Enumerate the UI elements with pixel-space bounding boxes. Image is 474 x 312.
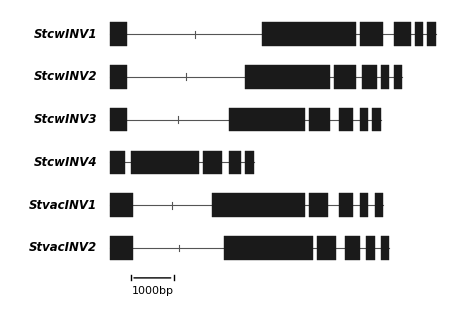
FancyBboxPatch shape — [131, 151, 199, 174]
FancyBboxPatch shape — [228, 151, 241, 174]
FancyBboxPatch shape — [110, 151, 125, 174]
Text: StvacINV1: StvacINV1 — [29, 199, 97, 212]
FancyBboxPatch shape — [263, 22, 356, 46]
FancyBboxPatch shape — [345, 236, 360, 260]
FancyBboxPatch shape — [360, 22, 383, 46]
FancyBboxPatch shape — [393, 65, 402, 89]
FancyBboxPatch shape — [393, 22, 410, 46]
Text: StvacINV2: StvacINV2 — [29, 241, 97, 255]
FancyBboxPatch shape — [110, 22, 127, 46]
FancyBboxPatch shape — [110, 193, 133, 217]
FancyBboxPatch shape — [338, 108, 354, 131]
FancyBboxPatch shape — [110, 236, 133, 260]
FancyBboxPatch shape — [246, 65, 330, 89]
FancyBboxPatch shape — [373, 108, 381, 131]
FancyBboxPatch shape — [110, 65, 127, 89]
FancyBboxPatch shape — [203, 151, 222, 174]
FancyBboxPatch shape — [374, 193, 383, 217]
FancyBboxPatch shape — [309, 193, 328, 217]
FancyBboxPatch shape — [360, 108, 368, 131]
FancyBboxPatch shape — [110, 108, 127, 131]
FancyBboxPatch shape — [381, 236, 390, 260]
FancyBboxPatch shape — [428, 22, 436, 46]
FancyBboxPatch shape — [338, 193, 354, 217]
FancyBboxPatch shape — [309, 108, 330, 131]
FancyBboxPatch shape — [415, 22, 423, 46]
FancyBboxPatch shape — [246, 151, 254, 174]
FancyBboxPatch shape — [360, 193, 368, 217]
FancyBboxPatch shape — [224, 236, 313, 260]
FancyBboxPatch shape — [334, 65, 356, 89]
Text: StcwINV4: StcwINV4 — [34, 156, 97, 169]
FancyBboxPatch shape — [228, 108, 305, 131]
Text: 1000bp: 1000bp — [131, 286, 173, 296]
Text: StcwINV1: StcwINV1 — [34, 27, 97, 41]
FancyBboxPatch shape — [362, 65, 377, 89]
FancyBboxPatch shape — [211, 193, 305, 217]
FancyBboxPatch shape — [318, 236, 337, 260]
FancyBboxPatch shape — [381, 65, 390, 89]
Text: StcwINV3: StcwINV3 — [34, 113, 97, 126]
Text: StcwINV2: StcwINV2 — [34, 71, 97, 83]
FancyBboxPatch shape — [366, 236, 374, 260]
